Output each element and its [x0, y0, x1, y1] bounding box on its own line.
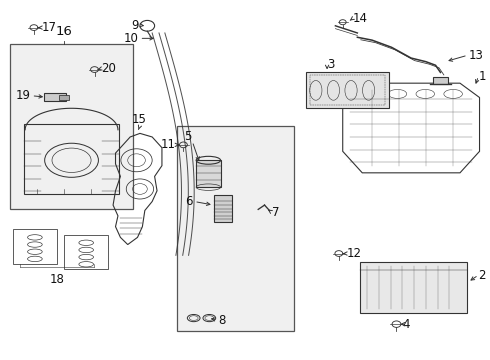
Text: 15: 15 — [132, 113, 147, 126]
Text: 1: 1 — [479, 69, 486, 82]
Text: 19: 19 — [16, 89, 31, 102]
Text: 4: 4 — [403, 318, 410, 331]
Bar — [306, 72, 389, 108]
Bar — [64, 235, 108, 269]
Text: 6: 6 — [185, 195, 193, 208]
Text: 20: 20 — [101, 62, 116, 75]
Bar — [360, 262, 467, 313]
Text: 11: 11 — [161, 138, 175, 151]
Bar — [10, 44, 133, 209]
Bar — [433, 77, 448, 84]
Text: 7: 7 — [272, 207, 279, 220]
Text: 17: 17 — [41, 21, 56, 34]
Bar — [196, 160, 220, 187]
Bar — [13, 229, 57, 264]
Text: 10: 10 — [123, 32, 139, 45]
Text: 9: 9 — [131, 19, 139, 32]
Text: 18: 18 — [49, 273, 64, 286]
Bar — [310, 75, 385, 105]
Text: 13: 13 — [469, 49, 484, 62]
Text: 5: 5 — [184, 130, 191, 144]
Bar — [44, 93, 66, 101]
Bar — [59, 95, 69, 100]
Bar — [176, 126, 294, 330]
Text: 12: 12 — [346, 247, 362, 260]
Text: 3: 3 — [327, 58, 335, 71]
Text: 16: 16 — [56, 25, 73, 38]
Text: 2: 2 — [479, 269, 486, 282]
Bar — [214, 195, 232, 222]
Bar — [24, 125, 120, 194]
Text: 14: 14 — [352, 12, 368, 25]
Text: 8: 8 — [218, 314, 225, 327]
